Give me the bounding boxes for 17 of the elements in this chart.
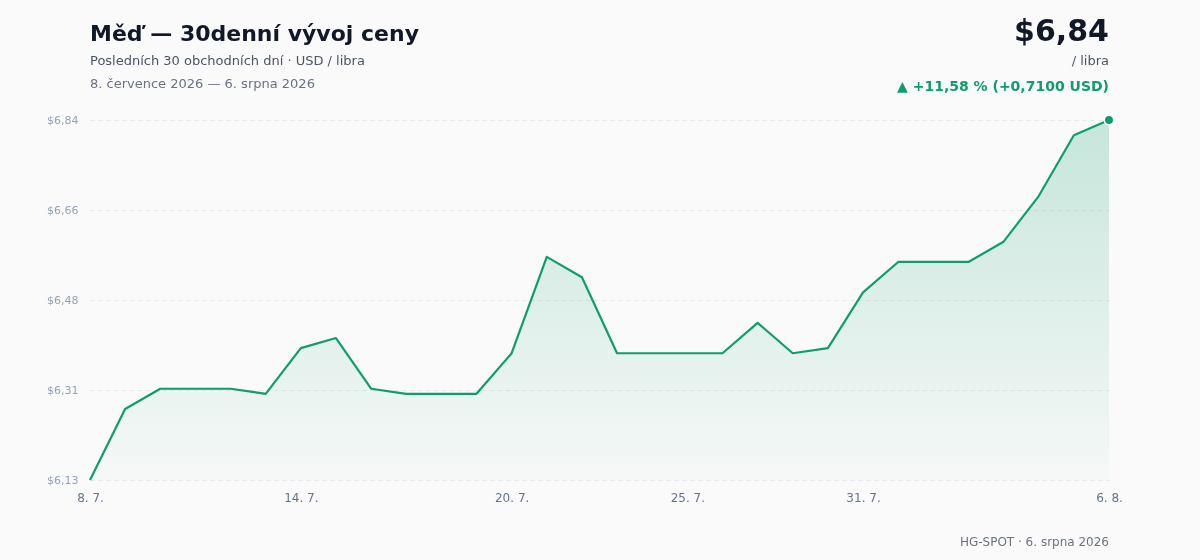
x-tick-label: 25. 7.: [670, 490, 706, 505]
y-tick-label: $6,66: [47, 203, 79, 217]
text: / libra: [1071, 53, 1109, 68]
y-tick-label: $6,31: [47, 383, 79, 397]
x-tick-label: 14. 7.: [284, 490, 319, 505]
text: HG-SPOT · 6. srpna 2026: [959, 535, 1109, 549]
y-tick-label: $6,13: [47, 473, 79, 487]
text: ▲ +11,58 % (+0,7100 USD): [897, 78, 1109, 94]
x-tick-label: 31. 7.: [846, 490, 881, 505]
y-tick-label: $6,84: [47, 113, 79, 127]
x-tick-label: 20. 7.: [494, 490, 530, 505]
annotation: $6,84: [1014, 13, 1109, 48]
x-tick-label: 8. 7.: [77, 490, 104, 505]
chart-subtitle: Posledních 30 obchodních dní · USD / libra 8. července 2026 — 6. srpna 2026: [90, 53, 365, 91]
chart-title: Měď — 30denní vývoj ceny: [90, 21, 419, 46]
y-tick-label: $6,48: [47, 293, 79, 307]
x-tick-label: 6. 8.: [1096, 490, 1123, 505]
